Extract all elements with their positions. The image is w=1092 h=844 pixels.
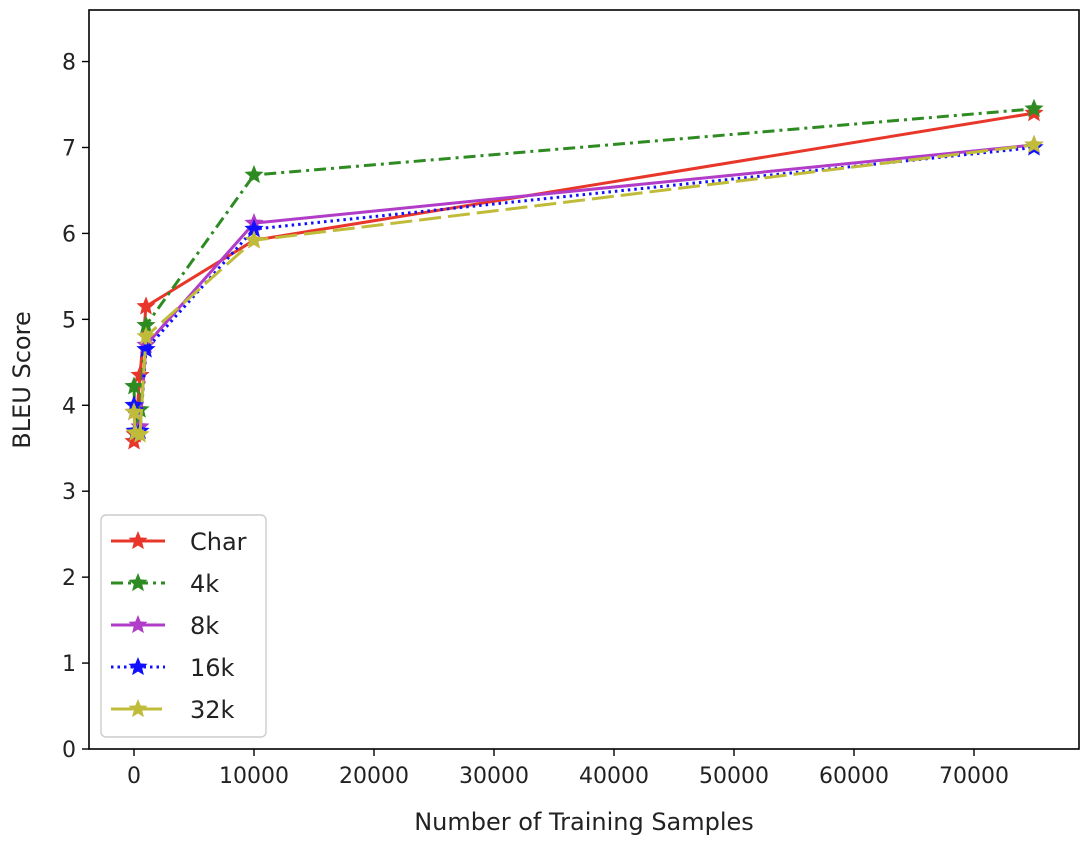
y-tick-label: 6 — [62, 222, 76, 247]
series-4k — [124, 98, 1044, 441]
legend-label: Char — [190, 528, 247, 556]
legend-marker-star — [128, 656, 148, 676]
data-point-star — [136, 296, 156, 315]
data-point-star — [1024, 134, 1044, 154]
series-16k — [124, 137, 1044, 440]
data-point-star — [244, 230, 264, 249]
x-tick-label: 30000 — [459, 764, 529, 789]
series-line — [132, 143, 1035, 436]
x-tick-label: 10000 — [219, 764, 289, 789]
y-tick-label: 4 — [62, 394, 76, 419]
y-axis-title: BLEU Score — [8, 311, 36, 448]
x-tick-label: 0 — [127, 764, 141, 789]
legend-box — [100, 514, 267, 738]
legend-marker-star — [128, 530, 148, 550]
data-point-star — [124, 376, 144, 395]
x-tick-label: 40000 — [579, 764, 649, 789]
y-axis: 0 1 2 3 4 5 6 7 8 — [62, 51, 89, 763]
data-point-star — [136, 326, 156, 345]
y-tick-label: 0 — [62, 738, 76, 763]
data-point-star — [1024, 98, 1044, 117]
series-layer — [124, 98, 1044, 450]
series-char — [124, 103, 1044, 450]
y-tick-label: 1 — [62, 652, 76, 677]
legend-label: 32k — [190, 696, 235, 724]
x-axis-title: Number of Training Samples — [414, 808, 754, 836]
legend-marker-star — [128, 614, 148, 634]
data-point-star — [124, 402, 144, 421]
x-axis: 0 10000 20000 30000 40000 50000 60000 70000 — [127, 749, 1009, 789]
x-tick-label: 70000 — [939, 764, 1009, 789]
legend-label: 4k — [190, 570, 219, 598]
series-line — [132, 143, 1035, 435]
legend-marker-star — [128, 572, 148, 592]
y-tick-label: 5 — [62, 308, 76, 333]
x-tick-label: 60000 — [819, 764, 889, 789]
y-tick-label: 8 — [62, 51, 76, 76]
data-point-star — [130, 424, 150, 443]
series-32k — [124, 134, 1044, 443]
y-tick-label: 3 — [62, 480, 76, 505]
x-tick-label: 20000 — [339, 764, 409, 789]
y-tick-label: 2 — [62, 566, 76, 591]
legend-label: 16k — [190, 654, 235, 682]
legend: Char 4k 8k 16k 32k — [100, 514, 267, 738]
x-tick-label: 50000 — [699, 764, 769, 789]
legend-marker-star — [128, 698, 148, 718]
data-point-star — [244, 164, 264, 184]
legend-label: 8k — [190, 612, 219, 640]
y-tick-label: 7 — [62, 136, 76, 161]
plot-frame — [88, 9, 1080, 750]
series-8k — [124, 134, 1044, 441]
